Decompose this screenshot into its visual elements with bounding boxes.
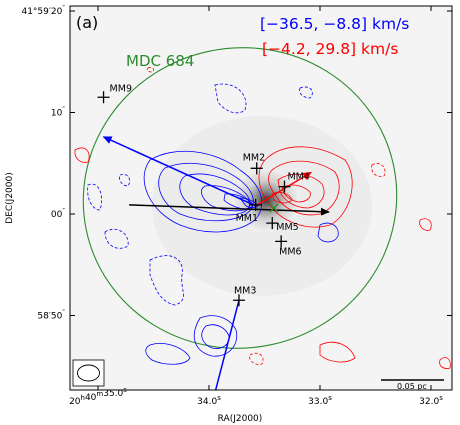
green-cross-mm1 bbox=[269, 203, 279, 213]
beam-ellipse bbox=[77, 364, 100, 382]
source-label-mm2: MM2 bbox=[243, 152, 265, 163]
x-tick-label-1: 34.0s bbox=[197, 394, 221, 407]
source-label-mm3: MM3 bbox=[234, 285, 256, 296]
beam-box bbox=[72, 359, 105, 387]
outflow-arrow-blue-0 bbox=[102, 136, 256, 207]
y-ticks: 41°59′20″ 10″ 00″ 58′50″ bbox=[21, 4, 452, 322]
mdc-ellipse bbox=[82, 47, 398, 349]
source-marker-mm9 bbox=[97, 91, 110, 104]
x-axis-label: RA(J2000) bbox=[218, 414, 263, 424]
y-tick-label-3: 58′50″ bbox=[37, 309, 65, 322]
x-tick-label-3: 32.0s bbox=[419, 394, 443, 407]
source-marker-mm3 bbox=[232, 294, 245, 307]
plot-frame bbox=[69, 5, 453, 391]
y-axis-label: DEC(J2000) bbox=[5, 172, 15, 223]
y-tick-label-0: 41°59′20″ bbox=[21, 4, 65, 17]
source-label-mm1: MM1 bbox=[236, 213, 258, 224]
outflow-arrow-black-3 bbox=[129, 204, 330, 216]
x-ticks: 20h40m35.0s 34.0s 33.0s 32.0s bbox=[69, 6, 443, 407]
red-dashed-contours bbox=[146, 67, 386, 365]
y-tick-label-2: 00″ bbox=[51, 207, 65, 220]
source-marker-mm5 bbox=[266, 217, 279, 230]
outflow-arrow-blue-2 bbox=[214, 300, 240, 390]
source-label-mm6: MM6 bbox=[279, 246, 301, 257]
x-tick-label-2: 33.0s bbox=[308, 394, 332, 407]
blue-contours bbox=[143, 150, 339, 365]
outflow-arrows bbox=[102, 136, 330, 390]
source-marker-mm6 bbox=[275, 235, 288, 248]
source-marker-mm2 bbox=[250, 162, 263, 175]
scale-bar-label: 0.05 pc bbox=[397, 382, 427, 391]
y-tick-label-1: 10″ bbox=[51, 106, 65, 119]
source-label-mm5: MM5 bbox=[276, 222, 298, 233]
source-marker-mm1 bbox=[249, 198, 262, 211]
source-label-mm9: MM9 bbox=[110, 83, 132, 94]
source-label-mm4: MM4 bbox=[287, 172, 309, 183]
red-velocity-range: [−4.2, 29.8] km/s bbox=[262, 40, 398, 58]
panel-label: (a) bbox=[76, 13, 98, 32]
mdc-label: MDC 684 bbox=[126, 52, 194, 70]
blue-velocity-range: [−36.5, −8.8] km/s bbox=[260, 15, 409, 33]
source-markers: MM1 MM2 MM3 MM4 MM5 MM6 MM9 bbox=[97, 83, 310, 307]
source-marker-mm4 bbox=[278, 180, 291, 193]
blue-dashed-contours bbox=[87, 83, 313, 306]
x-tick-label-0: 20h40m35.0s bbox=[69, 386, 127, 407]
outflow-arrow-red-1 bbox=[255, 171, 312, 207]
